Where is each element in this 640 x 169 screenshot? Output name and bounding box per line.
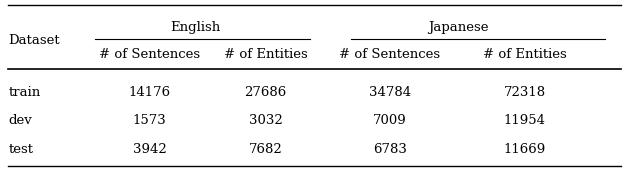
Text: # of Sentences: # of Sentences [339, 48, 440, 61]
Text: 7682: 7682 [249, 143, 282, 156]
Text: # of Entities: # of Entities [483, 48, 566, 61]
Text: Dataset: Dataset [8, 34, 60, 47]
Text: 11669: 11669 [504, 143, 546, 156]
Text: 3942: 3942 [133, 143, 166, 156]
Text: 72318: 72318 [504, 86, 546, 99]
Text: test: test [8, 143, 33, 156]
Text: 11954: 11954 [504, 114, 546, 127]
Text: 14176: 14176 [129, 86, 171, 99]
Text: dev: dev [8, 114, 32, 127]
Text: 7009: 7009 [373, 114, 406, 127]
Text: 6783: 6783 [373, 143, 406, 156]
Text: 34784: 34784 [369, 86, 411, 99]
Text: # of Sentences: # of Sentences [99, 48, 200, 61]
Text: 3032: 3032 [249, 114, 282, 127]
Text: 1573: 1573 [133, 114, 166, 127]
Text: # of Entities: # of Entities [224, 48, 307, 61]
Text: 27686: 27686 [244, 86, 287, 99]
Text: Japanese: Japanese [428, 21, 488, 33]
Text: English: English [170, 21, 220, 33]
Text: train: train [8, 86, 40, 99]
